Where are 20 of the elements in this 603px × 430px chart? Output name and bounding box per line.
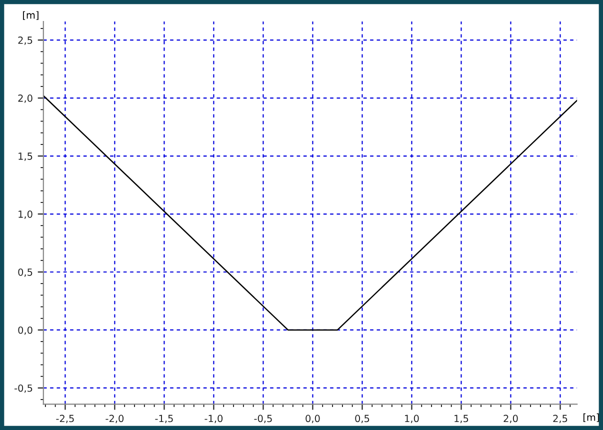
y-tick-label: 0,0 (18, 326, 32, 335)
y-tick-label: 1,0 (18, 210, 32, 219)
x-tick-label: 2,5 (553, 414, 568, 424)
x-tick-label: 0,5 (355, 414, 370, 424)
x-tick-label: -2,5 (56, 414, 74, 424)
x-axis-title: [m] (583, 413, 599, 422)
y-axis-title: [m] (23, 11, 38, 20)
x-tick-label: -1,0 (204, 414, 223, 424)
y-tick-label: 0,5 (18, 268, 32, 277)
y-tick-label: 1,5 (18, 152, 32, 161)
x-tick-label: -0,5 (254, 414, 272, 424)
x-tick-label: -2,0 (106, 414, 124, 424)
x-tick-label: -1,5 (155, 414, 173, 424)
y-tick-label: 2,5 (18, 36, 32, 45)
x-tick-label: 1,0 (405, 414, 419, 424)
y-tick-label: -0,5 (14, 384, 32, 393)
y-tick-label: 2,0 (18, 94, 32, 103)
x-tick-label: 0,0 (306, 414, 320, 424)
x-tick-label: 2,0 (504, 414, 518, 424)
x-tick-label: 1,5 (454, 414, 468, 424)
